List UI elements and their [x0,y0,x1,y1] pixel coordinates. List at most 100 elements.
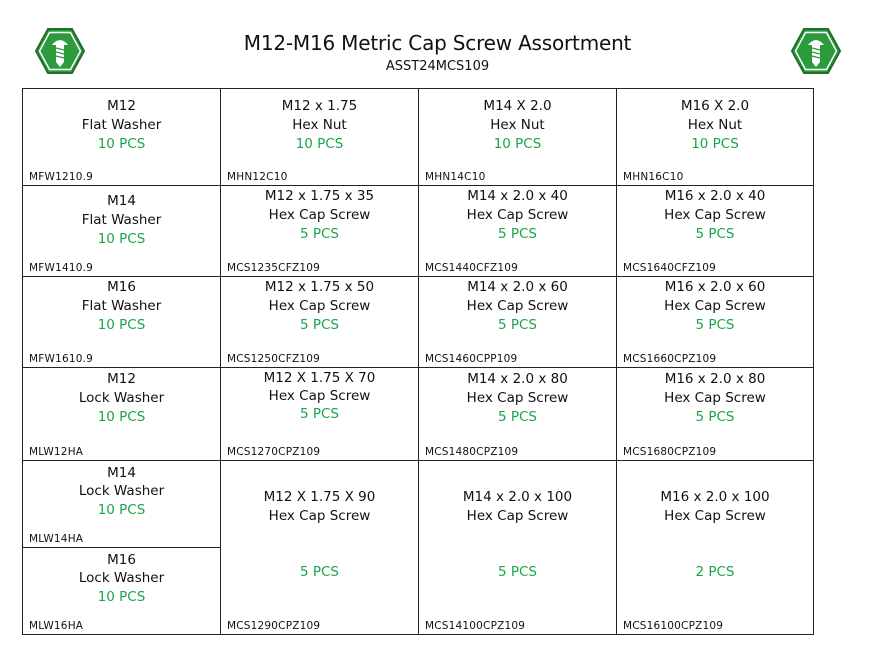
compartment: M16 X 2.0 Hex Nut 10 PCS MHN16C10 [616,88,814,186]
item-quantity: 10 PCS [97,409,146,425]
item-part-number: MLW14HA [29,533,84,545]
item-part-number: MCS1660CPZ109 [623,353,717,365]
item-quantity: 5 PCS [695,409,735,425]
compartment: M14 Lock Washer 10 PCS MLW14HA [22,460,221,548]
item-type: Hex Cap Screw [466,207,569,223]
item-type: Flat Washer [81,117,162,133]
item-type: Hex Cap Screw [268,508,371,524]
compartment: M14 x 2.0 x 40 Hex Cap Screw 5 PCS MCS14… [418,185,617,277]
item-size: M12 [107,98,136,114]
item-size: M14 x 2.0 x 40 [467,188,568,204]
item-size: M12 x 1.75 x 35 [264,188,375,204]
item-quantity: 10 PCS [295,136,344,152]
item-quantity: 5 PCS [695,317,735,333]
compartment: M14 x 2.0 x 100 Hex Cap Screw 5 PCS MCS1… [418,460,617,635]
item-quantity: 10 PCS [493,136,542,152]
item-part-number: MCS1250CFZ109 [227,353,320,365]
item-size: M12 x 1.75 x 50 [264,279,375,295]
item-quantity: 10 PCS [97,136,146,152]
compartment: M12 x 1.75 x 50 Hex Cap Screw 5 PCS MCS1… [220,276,419,368]
item-part-number: MFW1410.9 [29,262,94,274]
item-size: M16 x 2.0 x 100 [660,489,770,505]
item-type: Hex Cap Screw [466,508,569,524]
compartment: M12 X 1.75 X 90 Hex Cap Screw 5 PCS MCS1… [220,460,419,635]
item-type: Hex Cap Screw [664,207,766,223]
item-size: M16 X 2.0 [680,98,750,114]
item-type: Hex Cap Screw [664,298,766,314]
item-size: M16 x 2.0 x 40 [664,188,766,204]
item-quantity: 5 PCS [497,409,538,425]
item-size: M14 X 2.0 [483,98,552,114]
item-part-number: MHN16C10 [623,171,684,183]
item-size: M12 [107,371,136,387]
item-part-number: MCS1640CFZ109 [623,262,716,274]
item-type: Lock Washer [78,483,165,499]
item-type: Lock Washer [78,570,165,586]
compartment: M12 X 1.75 X 70 Hex Cap Screw 5 PCS MCS1… [220,367,419,461]
item-part-number: MCS1480CPZ109 [425,446,519,458]
item-size: M12 X 1.75 X 70 [263,370,376,386]
item-size: M12 x 1.75 [281,98,358,114]
item-type: Hex Nut [687,117,743,133]
item-size: M14 [107,465,136,481]
assortment-grid: M12 Flat Washer 10 PCS MFW1210.9 M12 x 1… [22,88,814,635]
compartment: M16 Flat Washer 10 PCS MFW1610.9 [22,276,221,368]
item-type: Hex Nut [292,117,347,133]
item-part-number: MCS1235CFZ109 [227,262,320,274]
item-quantity: 10 PCS [97,589,146,605]
item-type: Hex Cap Screw [664,390,766,406]
item-size: M16 [107,279,136,295]
item-type: Hex Cap Screw [664,508,766,524]
item-part-number: MCS1270CPZ109 [227,446,321,458]
item-type: Hex Cap Screw [268,388,371,404]
item-part-number: MCS14100CPZ109 [425,620,526,632]
compartment: M14 x 2.0 x 60 Hex Cap Screw 5 PCS MCS14… [418,276,617,368]
item-quantity: 5 PCS [299,406,340,422]
item-size: M16 [107,552,136,568]
item-part-number: MCS16100CPZ109 [623,620,724,632]
item-quantity: 10 PCS [97,231,146,247]
item-part-number: MCS1290CPZ109 [227,620,321,632]
item-quantity: 5 PCS [299,564,340,580]
item-quantity: 5 PCS [299,226,340,242]
item-quantity: 5 PCS [497,226,538,242]
item-type: Hex Nut [490,117,545,133]
item-part-number: MCS1460CPP109 [425,353,518,365]
assortment-code: ASST24MCS109 [385,59,490,74]
item-type: Hex Cap Screw [268,207,371,223]
item-part-number: MFW1210.9 [29,171,94,183]
item-part-number: MCS1440CFZ109 [425,262,518,274]
item-size: M16 x 2.0 x 80 [664,371,766,387]
item-part-number: MFW1610.9 [29,353,94,365]
screw-in-hexagon-icon [790,28,842,74]
item-quantity: 5 PCS [695,226,735,242]
item-size: M14 x 2.0 x 100 [462,489,573,505]
item-size: M14 x 2.0 x 60 [467,279,568,295]
compartment: M16 x 2.0 x 60 Hex Cap Screw 5 PCS MCS16… [616,276,814,368]
item-part-number: MLW16HA [29,620,84,632]
item-type: Flat Washer [81,298,162,314]
item-part-number: MHN12C10 [227,171,288,183]
compartment: M16 x 2.0 x 80 Hex Cap Screw 5 PCS MCS16… [616,367,814,461]
compartment: M12 Flat Washer 10 PCS MFW1210.9 [22,88,221,186]
item-quantity: 10 PCS [97,502,146,518]
item-quantity: 5 PCS [299,317,340,333]
compartment: M16 x 2.0 x 40 Hex Cap Screw 5 PCS MCS16… [616,185,814,277]
item-type: Hex Cap Screw [466,298,569,314]
compartment: M12 Lock Washer 10 PCS MLW12HA [22,367,221,461]
screw-in-hexagon-icon [34,28,86,74]
item-size: M14 [107,193,136,209]
item-size: M14 x 2.0 x 80 [467,371,568,387]
compartment: M14 Flat Washer 10 PCS MFW1410.9 [22,185,221,277]
item-quantity: 2 PCS [695,564,735,580]
compartment: M12 x 1.75 x 35 Hex Cap Screw 5 PCS MCS1… [220,185,419,277]
item-part-number: MLW12HA [29,446,84,458]
item-quantity: 10 PCS [691,136,739,152]
item-size: M16 x 2.0 x 60 [664,279,766,295]
compartment: M16 x 2.0 x 100 Hex Cap Screw 2 PCS MCS1… [616,460,814,635]
item-quantity: 5 PCS [497,564,538,580]
item-quantity: 5 PCS [497,317,538,333]
item-type: Lock Washer [78,390,165,406]
item-quantity: 10 PCS [97,317,146,333]
item-type: Flat Washer [81,212,162,228]
